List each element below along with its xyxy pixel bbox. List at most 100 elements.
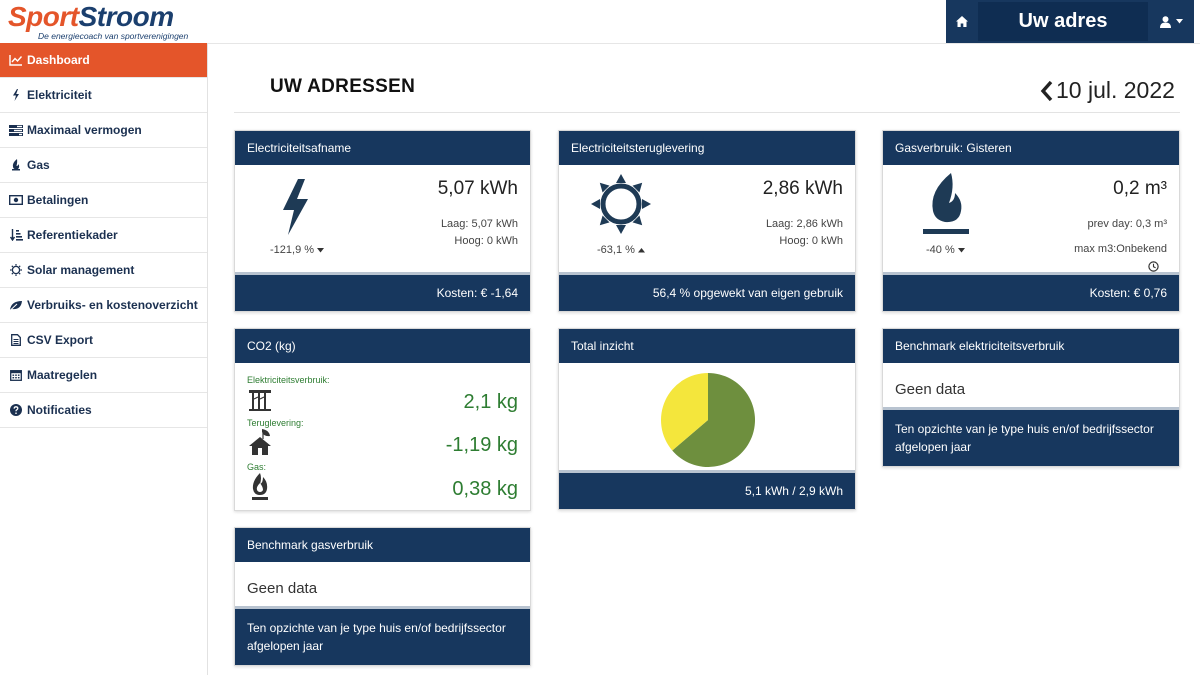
logo[interactable]: SportStroom De energiecoach van sportver… xyxy=(8,2,208,42)
sidebar-item-dashboard[interactable]: Dashboard xyxy=(0,43,207,78)
card-gasverbruik: Gasverbruik: Gisteren 0,2 m³ prev day: 0… xyxy=(882,130,1180,312)
card-electriciteitsafname: Electriciteitsafname 5,07 kWh Laag: 5,07… xyxy=(234,130,531,312)
sidebar-item-referentiekader[interactable]: Referentiekader xyxy=(0,218,207,253)
card-benchmark-gas: Benchmark gasverbruik Geen data Ten opzi… xyxy=(234,527,531,666)
tasks-icon xyxy=(8,123,24,137)
afname-value: 5,07 kWh xyxy=(437,178,518,199)
gas-max: max m3:Onbekend xyxy=(1074,243,1167,255)
flame-icon xyxy=(923,173,969,234)
date-navigator: 10 jul. 2022 xyxy=(1040,77,1175,104)
benchmark-gas-note: Ten opzichte van je type huis en/of bedr… xyxy=(247,621,506,653)
clock-icon[interactable] xyxy=(1148,261,1159,272)
money-icon xyxy=(8,193,24,207)
sidebar-item-label: CSV Export xyxy=(27,333,94,347)
pie-slice-teruglevering[interactable] xyxy=(661,373,708,451)
caret-down-icon xyxy=(1175,19,1183,24)
sidebar: Dashboard Elektriciteit Maximaal vermoge… xyxy=(0,43,208,675)
leaf-icon xyxy=(8,298,24,312)
sidebar-item-elektriciteit[interactable]: Elektriciteit xyxy=(0,78,207,113)
user-icon xyxy=(1159,15,1171,28)
address-selector[interactable]: Uw adres xyxy=(978,2,1148,41)
sidebar-item-label: Betalingen xyxy=(27,193,89,207)
gas-prev-day: prev day: 0,3 m³ xyxy=(1087,218,1167,230)
card-title: Total inzicht xyxy=(559,329,855,363)
sun-icon xyxy=(8,263,24,277)
sidebar-item-betalingen[interactable]: Betalingen xyxy=(0,183,207,218)
total-kwh-ratio: 5,1 kWh / 2,9 kWh xyxy=(744,484,843,498)
sidebar-item-notificaties[interactable]: Notificaties xyxy=(0,393,207,428)
caret-down-icon xyxy=(957,248,965,253)
sidebar-item-label: Notificaties xyxy=(27,403,92,417)
header-divider xyxy=(208,43,1200,44)
afname-change: -121,9 % xyxy=(270,244,325,256)
sidebar-item-label: Verbruiks- en kostenoverzicht xyxy=(27,298,198,312)
sidebar-item-label: Solar management xyxy=(27,263,135,277)
home-icon xyxy=(956,16,968,27)
benchmark-elektriciteit-note: Ten opzichte van je type huis en/of bedr… xyxy=(895,422,1154,454)
card-footer: Ten opzichte van je type huis en/of bedr… xyxy=(883,407,1179,466)
co2-value-gas: 0,38 kg xyxy=(452,478,518,500)
sidebar-item-label: Maximaal vermogen xyxy=(27,123,142,137)
card-title: Electriciteitsteruglevering xyxy=(559,131,855,165)
gas-flame-icon xyxy=(252,473,268,500)
home-button[interactable] xyxy=(946,0,978,43)
card-title: Benchmark elektriciteitsverbruik xyxy=(883,329,1179,363)
sort-amount-icon xyxy=(8,228,24,242)
card-footer: 5,1 kWh / 2,9 kWh xyxy=(559,470,855,509)
sidebar-item-label: Gas xyxy=(27,158,50,172)
teruglevering-hoog: Hoog: 0 kWh xyxy=(779,235,843,247)
sidebar-item-maatregelen[interactable]: Maatregelen xyxy=(0,358,207,393)
card-title: Gasverbruik: Gisteren xyxy=(883,131,1179,165)
card-total-inzicht: Total inzicht 5,1 kWh / 2,9 kWh xyxy=(558,328,856,510)
fire-icon xyxy=(8,158,24,172)
card-title: Electriciteitsafname xyxy=(235,131,530,165)
pie-slice-afname[interactable] xyxy=(672,373,755,467)
sidebar-item-maximaal-vermogen[interactable]: Maximaal vermogen xyxy=(0,113,207,148)
chevron-left-icon xyxy=(1040,80,1053,101)
sidebar-item-verbruiks-kostenoverzicht[interactable]: Verbruiks- en kostenoverzicht xyxy=(0,288,207,323)
teruglevering-laag: Laag: 2,86 kWh xyxy=(765,218,843,230)
change-label: -121,9 % xyxy=(270,244,315,256)
sidebar-item-gas[interactable]: Gas xyxy=(0,148,207,183)
logo-sport: Sport xyxy=(8,1,79,32)
bolt-icon xyxy=(283,179,308,235)
change-label: -40 % xyxy=(926,244,955,256)
logo-tagline: De energiecoach van sportverenigingen xyxy=(38,31,189,41)
factory-icon xyxy=(249,390,271,411)
sun-icon xyxy=(591,174,651,234)
total-pie-chart xyxy=(661,373,755,467)
card-electriciteitsteruglevering: Electriciteitsteruglevering 2,86 kWh Laa… xyxy=(558,130,856,312)
afname-kosten: Kosten: € -1,64 xyxy=(436,286,518,300)
address-bar: Uw adres xyxy=(946,0,1194,43)
current-date: 10 jul. 2022 xyxy=(1056,77,1175,103)
user-menu-button[interactable] xyxy=(1148,0,1194,43)
change-label: -63,1 % xyxy=(597,244,635,256)
bolt-icon xyxy=(8,88,24,102)
sidebar-item-label: Dashboard xyxy=(27,53,90,67)
sidebar-item-label: Elektriciteit xyxy=(27,88,92,102)
page-title: UW ADRESSEN xyxy=(270,76,416,97)
co2-value-teruglevering: -1,19 kg xyxy=(445,434,518,456)
teruglevering-eigen-gebruik: 56,4 % opgewekt van eigen gebruik xyxy=(652,286,843,300)
question-circle-icon xyxy=(8,403,24,417)
eco-house-icon xyxy=(249,429,271,455)
title-divider xyxy=(234,112,1180,113)
card-benchmark-elektriciteit: Benchmark elektriciteitsverbruik Geen da… xyxy=(882,328,1180,467)
gas-change: -40 % xyxy=(926,244,965,256)
card-title: CO2 (kg) xyxy=(235,329,530,363)
sidebar-item-label: Referentiekader xyxy=(27,228,118,242)
card-title: Benchmark gasverbruik xyxy=(235,528,530,562)
benchmark-elektriciteit-body: Geen data xyxy=(895,381,966,398)
card-footer: Ten opzichte van je type huis en/of bedr… xyxy=(235,606,530,665)
sidebar-item-csv-export[interactable]: CSV Export xyxy=(0,323,207,358)
card-footer: Kosten: € 0,76 xyxy=(883,272,1179,311)
co2-label-elektriciteit: Elektriciteitsverbruik: xyxy=(247,375,330,385)
benchmark-gas-body: Geen data xyxy=(247,580,318,597)
calendar-icon xyxy=(8,368,24,382)
file-icon xyxy=(8,333,24,347)
previous-date-button[interactable] xyxy=(1040,79,1056,103)
sidebar-item-solar-management[interactable]: Solar management xyxy=(0,253,207,288)
teruglevering-change: -63,1 % xyxy=(597,244,645,256)
sidebar-item-label: Maatregelen xyxy=(27,368,98,382)
gas-value: 0,2 m³ xyxy=(1113,178,1167,199)
